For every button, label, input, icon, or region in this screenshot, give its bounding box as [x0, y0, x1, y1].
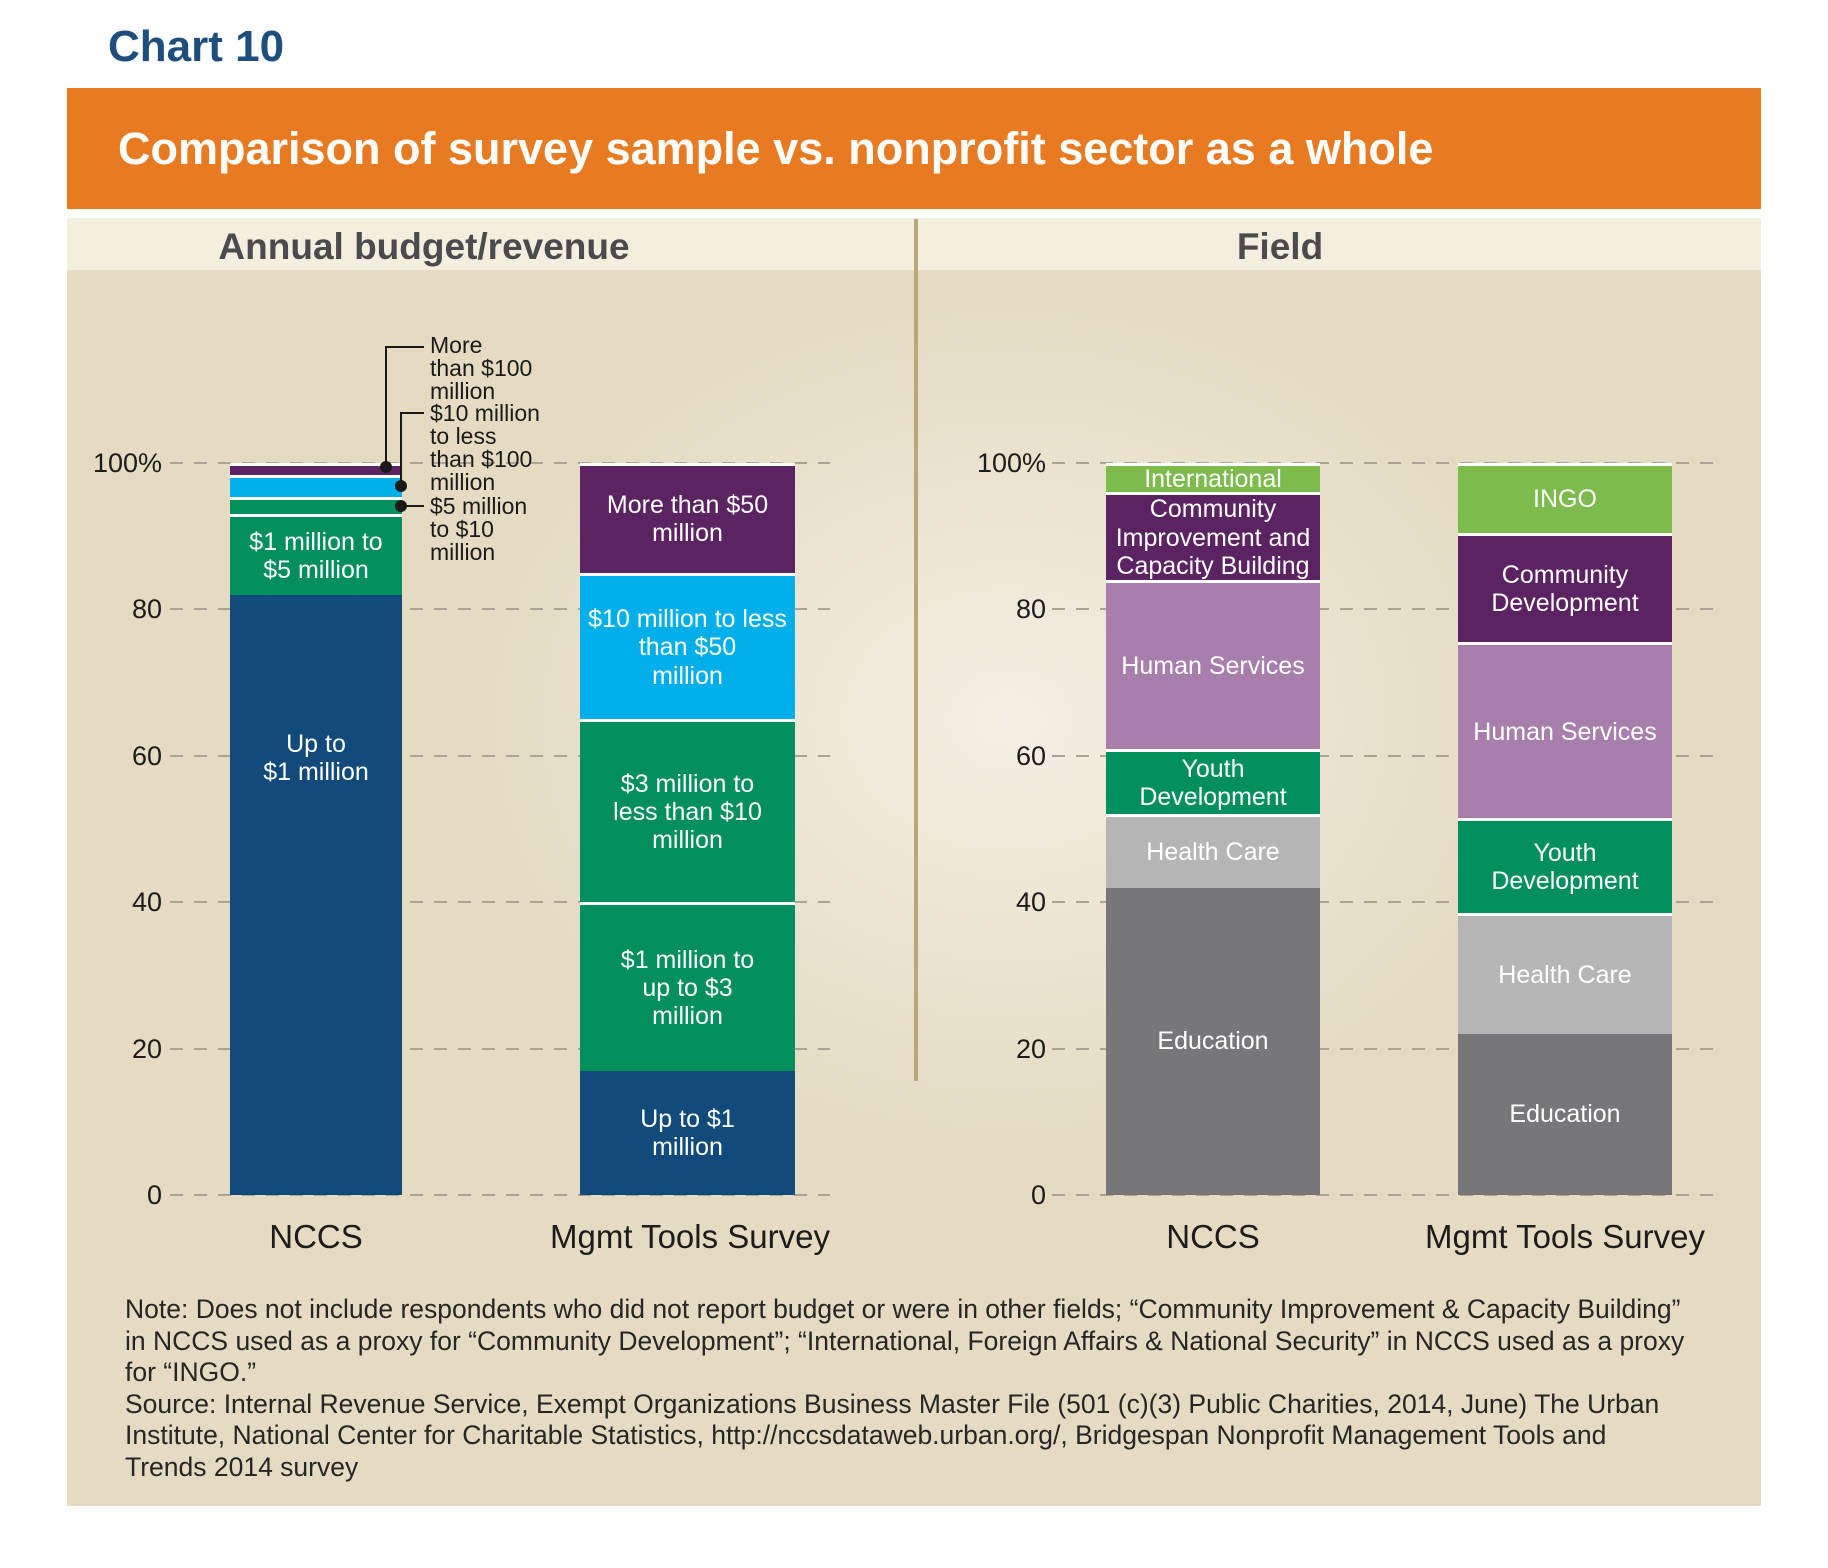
segment-label: $1 million to $5 million: [249, 527, 383, 584]
bar-nccs: Up to $1 million $1 million to $5 million: [230, 463, 402, 1195]
segment-youth-development: Youth Development: [1106, 748, 1320, 815]
segment-1-million-to-5-million: $1 million to $5 million: [230, 514, 402, 595]
y-tick-label: 100%: [976, 448, 1046, 478]
segment-10-million-to-less-than-50-million: $10 million to less than $50 million: [580, 572, 795, 720]
panel-divider: [914, 219, 918, 1081]
segment-label: INGO: [1533, 485, 1597, 514]
segment-up-to-1-million: Up to $1 million: [230, 594, 402, 1195]
bar-nccs: Education Health Care Youth Development Huma…: [1106, 463, 1320, 1195]
segment-international: International: [1106, 463, 1320, 494]
banner: Comparison of survey sample vs. nonprofi…: [67, 88, 1761, 209]
gridline-40: [170, 901, 830, 904]
panel-header-budget: Annual budget/revenue: [218, 226, 630, 267]
segment-label: Human Services: [1121, 651, 1305, 680]
y-tick-label: 60: [1015, 740, 1046, 771]
segment-education: Education: [1458, 1033, 1672, 1195]
segment-label: Community Development: [1491, 560, 1639, 617]
y-tick-label: 60: [131, 740, 162, 771]
y-tick-label: 20: [131, 1033, 162, 1064]
y-tick-label: 40: [131, 887, 162, 918]
segment-label: Human Services: [1473, 717, 1657, 746]
segment-human-services: Human Services: [1458, 642, 1672, 819]
segment-label: Health Care: [1146, 838, 1280, 867]
x-category-label-nccs: NCCS: [269, 1218, 363, 1255]
y-tick-label: 80: [131, 594, 162, 625]
segment-youth-development: Youth Development: [1458, 818, 1672, 914]
segment-label: Education: [1509, 1100, 1621, 1129]
segment-ingo: INGO: [1458, 463, 1672, 533]
gridline-80: [1052, 608, 1718, 611]
gridline-40: [1052, 901, 1718, 904]
gridline-60: [1052, 754, 1718, 757]
segment-label: Youth Development: [1491, 838, 1639, 896]
x-category-label-mgmt-tools-survey: Mgmt Tools Survey: [550, 1218, 830, 1255]
x-category-label-nccs: NCCS: [1166, 1218, 1260, 1255]
gridline-80: [170, 608, 830, 611]
segment-health-care: Health Care: [1106, 814, 1320, 888]
segment-label: Youth Development: [1139, 754, 1287, 811]
segment-education: Education: [1106, 887, 1320, 1195]
x-category-label-mgmt-tools-survey: Mgmt Tools Survey: [1425, 1218, 1705, 1255]
y-tick-label: 0: [146, 1180, 162, 1210]
gridline-0: [170, 1194, 830, 1196]
gridline-100: [170, 462, 830, 464]
segment-health-care: Health Care: [1458, 913, 1672, 1034]
segment-more-than-100-million: [230, 463, 402, 476]
segment-label: $3 million to less than $10 million: [613, 769, 762, 855]
segment-label: $10 million to less than $50 million: [588, 605, 787, 690]
segment-1-million-to-up-to-3-million: $1 million to up to $3 million: [580, 902, 795, 1071]
banner-title: Comparison of survey sample vs. nonprofi…: [118, 122, 1434, 174]
bar-mgmt-tools-survey: Up to $1 million $1 million to up to $3 mill…: [580, 463, 795, 1195]
gridline-20: [170, 1047, 830, 1050]
footnote: Note: Does not include respondents who d…: [125, 1294, 1690, 1483]
y-tick-label: 0: [1030, 1180, 1046, 1210]
segment-label: Community Improvement and Capacity Buildin…: [1115, 495, 1311, 580]
page-title: Chart 10: [108, 22, 285, 71]
bar-mgmt-tools-survey: Education Health Care Youth Development Huma…: [1458, 463, 1672, 1195]
y-tick-label: 100%: [92, 448, 162, 478]
segment-label: International: [1144, 465, 1282, 494]
gridline-100: [1052, 462, 1718, 464]
segment-up-to-1-million: Up to $1 million: [580, 1070, 795, 1195]
gridline-20: [1052, 1047, 1718, 1050]
segment-label: $1 million to up to $3 million: [620, 945, 755, 1031]
segment-3-million-to-less-than-10-million: $3 million to less than $10 million: [580, 719, 795, 903]
footnote-note: Note: Does not include respondents who d…: [125, 1294, 1685, 1388]
segment-community-development: Community Development: [1458, 532, 1672, 643]
segment-label: More than $50 million: [606, 491, 769, 548]
segment-label: Up to $1 million: [640, 1104, 735, 1161]
y-tick-label: 80: [1015, 594, 1046, 625]
segment-more-than-50-million: More than $50 million: [580, 463, 795, 573]
gridline-0: [1052, 1194, 1718, 1196]
segment-5-million-to-10-million: [230, 497, 402, 515]
y-tick-label: 20: [1015, 1033, 1046, 1064]
panel-header-field: Field: [1236, 226, 1324, 267]
segment-community-improvement-and-capacity-building: Community Improvement and Capacity Buildin…: [1106, 492, 1320, 581]
segment-label: Up to $1 million: [263, 729, 369, 787]
y-tick-label: 40: [1015, 887, 1046, 918]
gridline-60: [170, 754, 830, 757]
segment-10-million-to-less-than-100-million: [230, 475, 402, 498]
segment-label: Health Care: [1498, 960, 1632, 989]
segment-label: Education: [1157, 1027, 1269, 1056]
footnote-source: Source: Internal Revenue Service, Exempt…: [125, 1388, 1660, 1482]
segment-human-services: Human Services: [1106, 580, 1320, 749]
